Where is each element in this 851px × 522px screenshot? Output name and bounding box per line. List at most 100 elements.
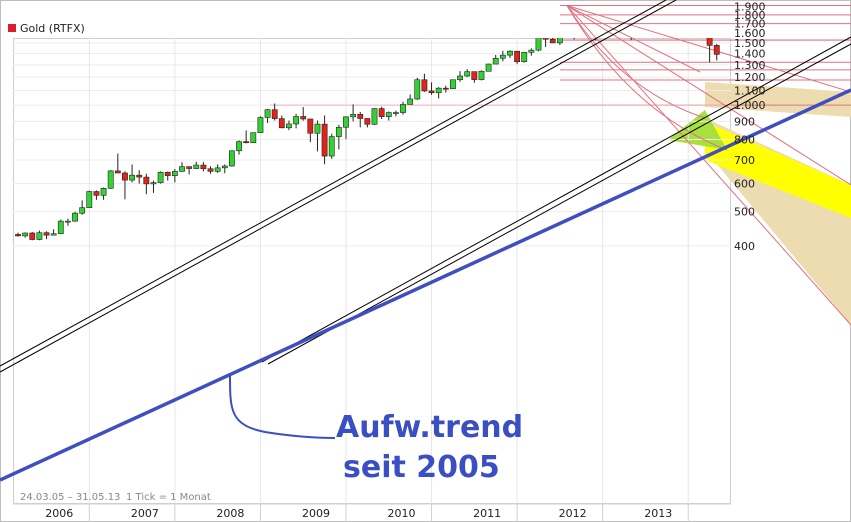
candle: [250, 132, 257, 144]
candle-body: [193, 164, 200, 169]
candle: [350, 104, 357, 122]
candle-body: [464, 71, 471, 77]
y-tick-label: 1.500: [734, 37, 766, 50]
candle: [400, 101, 406, 115]
y-tick-label: 1.600: [734, 27, 766, 40]
candle: [328, 133, 335, 159]
channel-lower-1: [261, 36, 851, 363]
candle-body: [492, 57, 499, 65]
candle: [307, 118, 314, 143]
annotation-line-1: Aufw.trend: [336, 410, 523, 445]
candle: [371, 108, 378, 126]
candle-body: [499, 54, 506, 59]
candle-body: [385, 112, 392, 117]
candle: [57, 219, 64, 235]
candle: [221, 164, 228, 174]
candle-body: [271, 109, 278, 119]
candle: [50, 229, 57, 236]
candle: [528, 48, 535, 56]
channel-upper-1: [0, 0, 667, 367]
candle-body: [50, 233, 57, 236]
y-tick-label: 1.000: [734, 99, 766, 112]
x-tick-label: 2006: [45, 507, 73, 520]
candle: [271, 103, 278, 121]
candle: [179, 162, 185, 172]
candle-body: [150, 182, 157, 185]
candle: [478, 70, 485, 81]
candle-body: [343, 116, 349, 128]
candle: [300, 107, 307, 121]
y-tick-label: 1.400: [734, 47, 766, 60]
candle: [464, 69, 471, 78]
annotation-pointer: [229, 374, 336, 439]
candle: [100, 187, 107, 200]
x-tick-label: 2007: [131, 507, 159, 520]
grid: [13, 38, 731, 504]
candle-body: [471, 71, 478, 80]
candle: [385, 111, 392, 121]
candle-body: [214, 167, 221, 172]
channel-upper-2: [0, 0, 677, 373]
candle-body: [478, 70, 485, 80]
candle: [549, 38, 556, 44]
candle-body: [507, 50, 513, 56]
y-tick-label: 1.300: [734, 59, 766, 72]
candle: [122, 171, 128, 200]
candle-body: [549, 38, 556, 44]
candle-body: [528, 49, 535, 53]
candle-body: [407, 98, 414, 105]
candle: [713, 43, 720, 61]
candle: [314, 120, 321, 152]
candle-body: [328, 136, 335, 157]
candle: [107, 170, 114, 189]
candle-body: [43, 232, 50, 236]
x-tick-label: 2010: [388, 507, 416, 520]
candle: [521, 51, 528, 63]
fan-line: [566, 5, 701, 73]
candle-body: [542, 38, 549, 40]
candle: [200, 162, 207, 172]
candle-body: [321, 123, 328, 157]
candle-body: [293, 116, 299, 125]
y-axis: 4005006007008009001.0001.1001.2001.3001.…: [734, 1, 766, 253]
candle: [278, 115, 285, 129]
candle-body: [36, 232, 43, 240]
candle-body: [72, 212, 78, 222]
candle-body: [314, 123, 321, 134]
candle: [343, 116, 349, 140]
y-tick-label: 1.100: [734, 85, 766, 98]
fan-line: [566, 5, 851, 93]
y-tick-label: 600: [734, 178, 755, 191]
candle-body: [164, 171, 171, 176]
candle-body: [57, 220, 64, 235]
candle-body: [485, 63, 492, 72]
candle-body: [136, 174, 143, 178]
y-tick-label: 500: [734, 206, 755, 219]
candle-body: [22, 232, 29, 237]
candle: [143, 173, 150, 195]
interval-label: 1 Tick = 1 Monat: [126, 492, 211, 503]
candle: [72, 211, 78, 222]
candle-body: [378, 108, 385, 117]
fan-curve: [566, 5, 706, 119]
fan-line: [566, 5, 851, 186]
candle: [499, 50, 506, 62]
candle-body: [129, 174, 135, 181]
y-tick-label: 400: [734, 240, 755, 253]
candle-body: [171, 171, 178, 176]
candle: [357, 112, 364, 128]
candle-body: [107, 170, 114, 189]
candle-body: [236, 141, 242, 152]
candle: [442, 85, 449, 93]
candle-body: [713, 45, 720, 55]
fan-curve: [566, 5, 728, 151]
x-tick-label: 2011: [473, 507, 501, 520]
y-tick-label: 1.200: [734, 71, 766, 84]
candle-body: [243, 141, 250, 144]
y-tick-label: 900: [734, 115, 755, 128]
candle-body: [179, 166, 185, 172]
candle: [421, 73, 428, 92]
candle-body: [521, 51, 528, 63]
candle-body: [371, 108, 378, 125]
